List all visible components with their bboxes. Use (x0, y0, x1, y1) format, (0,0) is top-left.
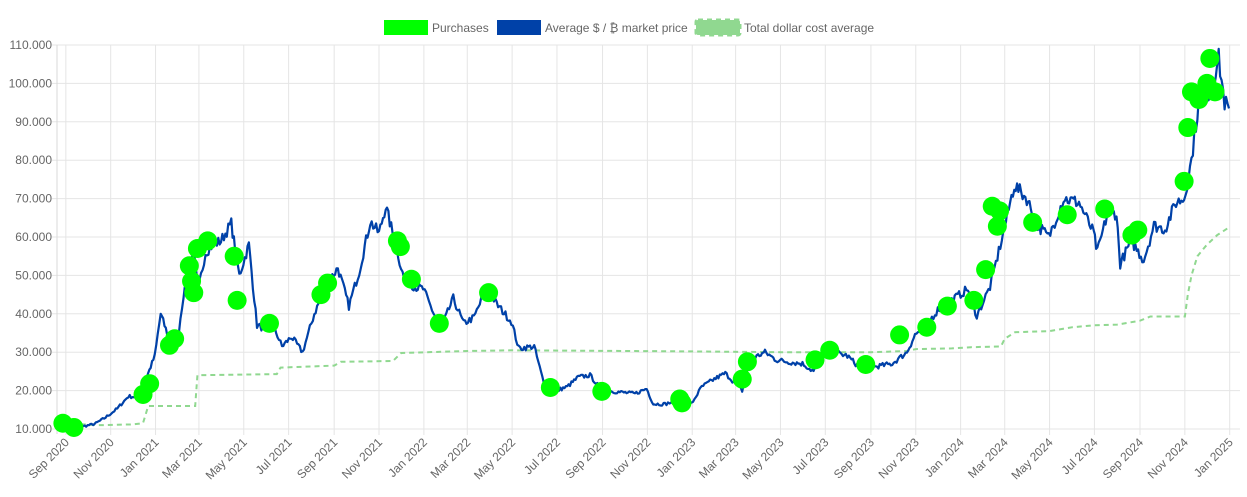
x-tick-label: May 2021 (203, 435, 250, 482)
purchase-point (540, 378, 560, 398)
y-tick-label: 80.000 (15, 153, 52, 167)
y-tick-label: 20.000 (15, 384, 52, 398)
purchase-point (937, 296, 957, 316)
x-tick-label: Sep 2021 (294, 435, 340, 481)
x-tick-label: Mar 2023 (696, 435, 742, 481)
purchase-point (429, 313, 449, 333)
purchase-point (672, 393, 692, 413)
x-tick-label: Sep 2022 (562, 435, 608, 481)
x-tick-label: Nov 2022 (607, 435, 653, 481)
purchase-point (390, 237, 410, 257)
purchase-point (179, 256, 199, 276)
x-tick-label: Jul 2021 (253, 435, 295, 477)
purchase-point (1178, 118, 1198, 138)
x-tick-label: Jan 2022 (385, 435, 430, 480)
legend[interactable]: Purchases Average $ / ₿ market price Total… (384, 18, 874, 37)
x-tick-label: Jan 2023 (654, 435, 699, 480)
legend-swatch (497, 20, 541, 35)
plot-area (53, 47, 1231, 437)
x-tick-label: Sep 2020 (26, 435, 72, 481)
y-tick-label: 110.000 (10, 38, 53, 52)
legend-label: Total dollar cost average (744, 21, 874, 35)
legend-swatch (384, 20, 428, 35)
x-tick-label: Jan 2024 (922, 435, 967, 480)
purchase-point (732, 369, 752, 389)
purchase-point (1200, 48, 1220, 68)
purchase-point (990, 201, 1010, 221)
x-tick-label: Jul 2024 (1059, 435, 1101, 477)
x-tick-label: May 2023 (739, 435, 786, 482)
y-tick-label: 50.000 (15, 268, 52, 282)
purchase-point (165, 329, 185, 349)
purchase-point (592, 381, 612, 401)
purchase-point (805, 350, 825, 370)
y-tick-label: 90.000 (15, 115, 52, 129)
y-tick-label: 60.000 (15, 230, 52, 244)
purchase-point (1189, 90, 1209, 110)
x-tick-label: Sep 2023 (831, 435, 877, 481)
purchase-point (198, 231, 218, 251)
x-tick-label: Jan 2021 (117, 435, 162, 480)
purchase-point (259, 313, 279, 333)
y-tick-label: 100.000 (9, 76, 53, 90)
y-tick-label: 30.000 (15, 345, 52, 359)
x-tick-label: Sep 2024 (1100, 435, 1146, 481)
x-tick-label: Jan 2025 (1191, 435, 1236, 480)
purchase-point (917, 317, 937, 337)
purchase-point (737, 352, 757, 372)
purchase-point (318, 273, 338, 293)
price-line (62, 47, 1231, 429)
legend-label: Average $ / ₿ market price (545, 21, 688, 35)
y-tick-label: 70.000 (15, 192, 52, 206)
x-tick-label: Nov 2020 (71, 435, 117, 481)
x-tick-label: Mar 2021 (159, 435, 205, 481)
purchase-point (976, 260, 996, 280)
x-tick-label: Mar 2024 (965, 435, 1011, 481)
grid (52, 44, 1240, 435)
x-tick-label: May 2024 (1009, 435, 1056, 482)
x-tick-label: May 2022 (471, 435, 518, 482)
x-tick-label: Jul 2022 (521, 435, 563, 477)
purchase-point (1057, 205, 1077, 225)
x-tick-label: Jul 2023 (789, 435, 831, 477)
purchase-point (1023, 212, 1043, 232)
purchase-point (401, 269, 421, 289)
legend-label: Purchases (432, 21, 489, 35)
purchase-point (856, 354, 876, 374)
purchase-point (227, 290, 247, 310)
purchase-point (820, 340, 840, 360)
purchase-point (1174, 171, 1194, 191)
purchase-point (479, 283, 499, 303)
x-tick-label: Mar 2022 (428, 435, 474, 481)
x-tick-label: Nov 2021 (339, 435, 385, 481)
legend-swatch (694, 18, 742, 37)
purchase-point (224, 246, 244, 266)
purchase-point (184, 283, 204, 303)
x-tick-label: Nov 2024 (1145, 435, 1191, 481)
purchase-point (1205, 82, 1225, 102)
y-axis: 10.000 20.000 30.000 40.000 50.000 60.000 70.0… (9, 38, 53, 436)
purchase-point (140, 374, 160, 394)
y-tick-label: 40.000 (15, 307, 52, 321)
purchase-point (64, 417, 84, 437)
purchase-point (964, 290, 984, 310)
purchase-point (1095, 199, 1115, 219)
purchase-point (1128, 220, 1148, 240)
purchase-point (890, 325, 910, 345)
x-tick-label: Nov 2023 (876, 435, 922, 481)
purchase-point (987, 216, 1007, 236)
y-tick-label: 10.000 (15, 422, 52, 436)
